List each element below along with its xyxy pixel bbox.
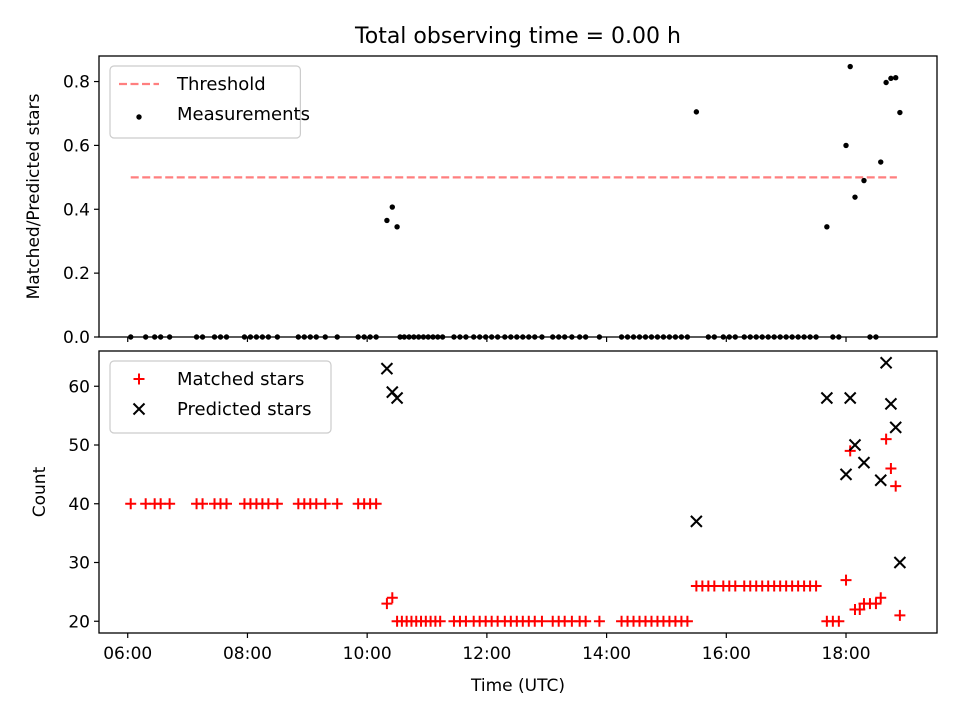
data-point	[389, 204, 395, 210]
y-tick-label: 60	[68, 377, 90, 397]
data-point	[386, 592, 398, 604]
x-tick-label: 12:00	[462, 644, 511, 664]
ratio-panel: 0.0 0.2 0.4 0.6 0.8 Matched/Predicted stars Th…	[24, 55, 938, 348]
axes-frame	[98, 55, 938, 338]
data-point	[580, 615, 592, 627]
data-point	[220, 498, 232, 510]
y-tick-label: 40	[68, 495, 90, 515]
data-point	[681, 615, 693, 627]
data-point	[879, 356, 893, 369]
data-point	[888, 75, 894, 82]
data-point	[824, 224, 830, 230]
y-axis-label: Matched/Predicted stars	[24, 93, 44, 299]
data-point	[820, 391, 834, 405]
count-panel: 20 30 40 50 60 06:00 08:00 10:00 12:00 14:00 16:00…	[30, 350, 938, 696]
data-point	[847, 63, 853, 70]
data-point	[889, 421, 902, 434]
data-point	[380, 362, 394, 375]
data-point	[878, 159, 884, 165]
data-point	[861, 177, 867, 184]
y-tick-label: 0.6	[63, 136, 90, 156]
y-axis-label: Count	[30, 466, 50, 517]
data-point	[848, 438, 862, 452]
data-point	[390, 391, 404, 405]
data-point	[331, 498, 343, 510]
data-point	[894, 609, 906, 621]
legend-label: Threshold	[176, 74, 266, 95]
legend-label: Matched stars	[177, 369, 304, 390]
x-tick-label: 18:00	[822, 644, 871, 664]
data-point	[693, 109, 700, 115]
data-point	[875, 592, 887, 604]
x-tick-label: 06:00	[103, 644, 152, 664]
data-point	[893, 556, 907, 569]
legend-label: Predicted stars	[177, 399, 311, 420]
x-tick-label: 08:00	[223, 644, 272, 664]
data-point	[854, 604, 866, 615]
y-tick-label: 0.2	[63, 264, 90, 284]
data-point	[833, 615, 845, 627]
data-point	[319, 498, 331, 510]
legend-plus-marker	[133, 373, 145, 385]
x-tick-label: 10:00	[343, 644, 392, 664]
data-point	[197, 498, 209, 510]
data-point	[897, 109, 903, 116]
data-point	[884, 397, 898, 411]
x-tick-label: 16:00	[702, 644, 751, 664]
series-matched-stars	[125, 433, 906, 627]
data-point	[880, 433, 892, 445]
y-tick-label: 50	[68, 436, 90, 456]
data-point	[434, 615, 446, 627]
legend-label: Measurements	[177, 104, 310, 125]
y-tick-label: 0.4	[63, 200, 90, 220]
y-tick-label: 20	[68, 612, 90, 632]
data-point	[271, 498, 283, 510]
data-point	[381, 598, 393, 610]
series-predicted-stars	[380, 356, 907, 569]
data-point	[593, 615, 605, 627]
data-point	[843, 142, 849, 149]
data-point	[810, 580, 822, 592]
legend: Matched stars Predicted stars	[109, 360, 332, 434]
data-point	[890, 480, 902, 492]
x-tick-label: 14:00	[582, 644, 631, 664]
data-point	[874, 474, 887, 487]
data-point	[840, 574, 852, 586]
data-point	[394, 224, 400, 230]
data-point	[164, 498, 176, 510]
data-point	[852, 194, 858, 200]
y-tick-label: 30	[68, 554, 90, 574]
data-point	[370, 498, 382, 510]
data-point	[384, 217, 390, 224]
data-point	[870, 598, 882, 610]
data-point	[690, 515, 703, 528]
y-tick-label: 0.8	[63, 73, 90, 93]
data-point	[839, 468, 853, 481]
legend-dot-marker	[136, 114, 142, 120]
axes-frame	[98, 350, 938, 634]
data-point	[536, 615, 548, 627]
legend-x-marker	[132, 402, 146, 416]
data-point	[885, 463, 897, 474]
x-axis-label: Time (UTC)	[470, 676, 565, 696]
legend: Threshold Measurements	[109, 65, 310, 139]
y-tick-label: 0.0	[63, 328, 90, 348]
chart-title: Total observing time = 0.00 h	[354, 24, 681, 49]
data-point	[125, 498, 137, 510]
legend-box	[109, 360, 332, 434]
data-point	[857, 456, 871, 469]
data-point	[883, 79, 889, 86]
data-point	[892, 75, 899, 81]
data-point	[843, 391, 857, 405]
